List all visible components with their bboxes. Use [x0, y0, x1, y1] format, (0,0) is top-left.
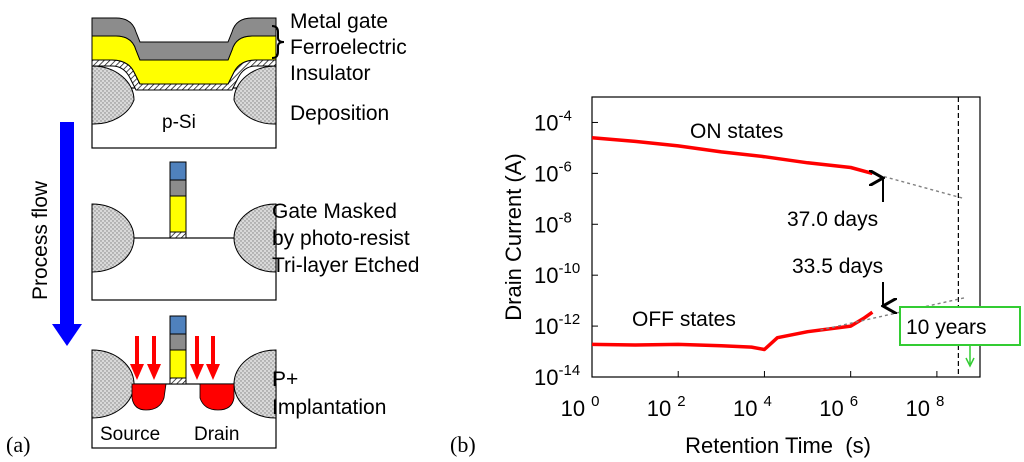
ferroelectric-block-3 [169, 349, 187, 379]
x-tick-label-2: 10 4 [733, 393, 772, 421]
flow-arrow-shaft [60, 122, 74, 326]
implant-arrow-4 [211, 336, 215, 366]
metal-gate-layer [91, 17, 277, 61]
off-days-label: 33.5 days [792, 255, 883, 278]
isolation-left [91, 65, 135, 125]
x-axis-label: Retention Time (s) [685, 433, 871, 458]
series-2-extrapolation [872, 172, 966, 200]
y-tick-label-0: 10-14 [534, 362, 580, 390]
photoresist-block-3 [169, 315, 187, 335]
isolation-right [233, 65, 277, 125]
process-flow-label: Process flow [29, 180, 52, 300]
insulator-block-3 [169, 377, 187, 385]
step3-line1: P+ [272, 368, 298, 391]
insulator-label: Insulator [290, 62, 371, 85]
source-region [131, 383, 167, 411]
substrate-label: p-Si [162, 112, 196, 133]
metal-gate-label: Metal gate [290, 10, 388, 33]
implant-arrow-3 [195, 336, 199, 366]
process-flow-panel: (a) p-Si Metal gate Ferroelectric Insula… [6, 10, 419, 457]
step2-line2: by photo-resist [272, 227, 410, 250]
photoresist-block [169, 161, 187, 181]
insulator-block [169, 231, 187, 239]
layer-brace [271, 25, 285, 59]
isolation-left-2 [91, 203, 135, 273]
x-tick-label-3: 10 6 [819, 393, 858, 421]
series-0-line [591, 136, 873, 176]
isolation-right-2 [233, 203, 277, 273]
ten-years-box [899, 306, 1021, 346]
ten-years-label: 10 years [906, 316, 987, 339]
x-tick-label-1: 10 2 [647, 393, 686, 421]
off-states-label: OFF states [632, 308, 736, 331]
on-states-label: ON states [690, 120, 783, 143]
metal-gate-block [169, 179, 187, 197]
x-tick-labels: 10 0 10 2 10 4 10 6 10 8 [561, 393, 945, 421]
implant-arrow-4-head [206, 364, 220, 380]
x-tick-label-4: 10 8 [905, 393, 944, 421]
implant-arrow-2-head [147, 364, 161, 380]
step3-line2: Implantation [272, 396, 386, 419]
y-tick-label-2: 10-10 [534, 260, 580, 288]
deposition-label: Deposition [290, 102, 389, 125]
deposition-cross-section: p-Si [91, 17, 277, 149]
metal-gate-block-3 [169, 333, 187, 351]
panel-a-label: (a) [6, 432, 30, 457]
y-axis-label: Drain Current (A) [501, 153, 526, 320]
ferroelectric-label: Ferroelectric [290, 36, 407, 59]
ferroelectric-block [169, 195, 187, 233]
implant-arrow-2 [152, 336, 156, 366]
on-days-label: 37.0 days [787, 208, 878, 231]
flow-arrow-head [52, 324, 82, 346]
implant-arrow-1-head [130, 364, 144, 380]
y-tick-label-1: 10-12 [534, 311, 580, 339]
plot-frame [591, 96, 981, 378]
step2-line3: Tri-layer Etched [272, 254, 419, 277]
step2-line1: Gate Masked [272, 200, 397, 223]
axis-ticks [591, 121, 938, 378]
implant-arrows [130, 336, 220, 380]
process-flow-arrow: Process flow [29, 122, 82, 346]
drain-region [199, 383, 235, 411]
y-tick-label-3: 10-8 [534, 209, 572, 237]
series-1-line [591, 310, 874, 352]
implant-arrow-1 [135, 336, 139, 366]
implant-arrow-3-head [190, 364, 204, 380]
source-label: Source [100, 424, 160, 445]
y-tick-label-4: 10-6 [534, 158, 572, 186]
y-tick-label-5: 10-4 [534, 107, 572, 135]
x-tick-label-0: 10 0 [561, 393, 600, 421]
implantation-cross-section: Source Drain [91, 315, 277, 449]
y-tick-labels: 10-14 10-12 10-10 10-8 10-6 10-4 [534, 107, 580, 390]
gate-masked-cross-section [91, 161, 277, 301]
ten-years-arrow-head [965, 357, 975, 368]
panel-b-label: (b) [450, 432, 476, 457]
drain-label: Drain [194, 424, 239, 445]
